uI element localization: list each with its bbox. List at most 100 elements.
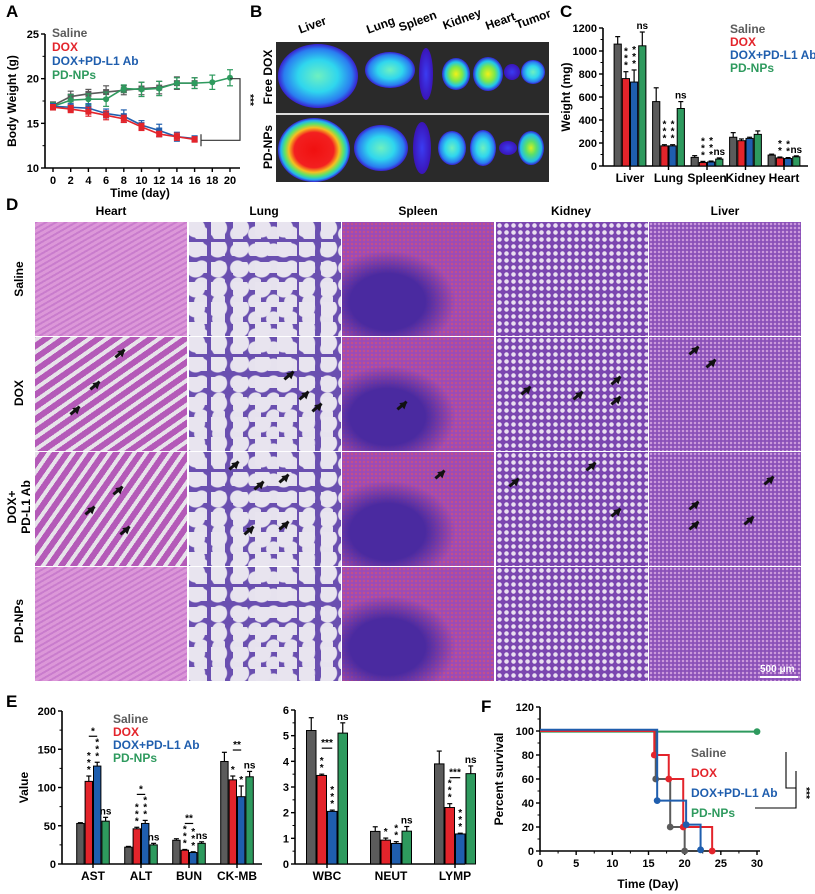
scale-bar-line [760, 676, 798, 678]
svg-text:*: * [624, 47, 628, 58]
svg-text:*: * [95, 737, 99, 748]
x-category-label: Liver [616, 171, 645, 185]
svg-text:ns: ns [790, 145, 802, 156]
histology-tile-kidney-row3 [495, 567, 648, 681]
x-category-label: AST [81, 869, 106, 883]
svg-text:*: * [662, 134, 666, 145]
svg-text:***: *** [244, 94, 255, 106]
svg-text:**: ** [233, 740, 241, 751]
bar [784, 158, 793, 167]
y-axis-label: Percent survival [492, 733, 506, 826]
bar [455, 833, 466, 865]
histology-grid [35, 222, 802, 682]
x-axis-label: Time (Day) [617, 877, 678, 891]
bar [745, 137, 754, 167]
y-tick-label: 0 [50, 859, 56, 871]
x-category-label: LYMP [439, 869, 471, 883]
bar [652, 101, 661, 167]
scale-bar: 500 μm [760, 664, 798, 678]
bar [84, 780, 93, 865]
legend-item: PD-NPs [730, 61, 774, 75]
svg-text:*: * [87, 758, 91, 769]
bar [660, 145, 669, 167]
x-tick-label: 0 [50, 175, 56, 187]
y-axis-label: Value [17, 772, 31, 804]
bar [630, 81, 639, 167]
svg-text:*: * [671, 134, 675, 145]
bar [621, 78, 630, 167]
svg-text:*: * [448, 779, 452, 790]
ivis-row-divider [276, 113, 549, 115]
svg-text:*: * [239, 775, 243, 786]
bar [707, 161, 716, 167]
y-tick-label: 50 [44, 821, 56, 833]
x-tick-label: 12 [153, 175, 165, 187]
x-category-label: BUN [176, 869, 202, 883]
y-tick-label: 2 [283, 808, 289, 820]
bar [690, 156, 699, 167]
svg-text:*: * [183, 838, 187, 849]
panel-letter-a: A [6, 2, 19, 21]
legend-item: Saline [691, 746, 727, 760]
histo-row-dox-pdl1-line2: PD-L1 Ab [19, 480, 33, 534]
y-tick-label: 100 [38, 783, 56, 795]
x-tick-label: 20 [679, 858, 691, 870]
bar [76, 822, 85, 865]
y-tick-label: 100 [516, 726, 534, 738]
x-category-label: ALT [130, 869, 153, 883]
histology-tile-kidney-row0 [495, 222, 648, 336]
legend-item: DOX [691, 766, 717, 780]
histology-tile-spleen-row3 [342, 567, 494, 681]
histo-row-saline: Saline [12, 261, 26, 297]
y-tick-label: 120 [516, 702, 534, 714]
legend-item: Saline [730, 22, 766, 36]
bar [327, 810, 338, 865]
svg-text:*: * [91, 726, 95, 737]
y-tick-label: 1200 [573, 23, 597, 35]
svg-text:*: * [448, 793, 452, 804]
svg-text:*: * [320, 756, 324, 767]
svg-text:*: * [394, 831, 398, 842]
histo-col-spleen: Spleen [398, 204, 438, 218]
histology-tile-liver-row2 [649, 452, 801, 566]
svg-text:*: * [632, 52, 636, 63]
svg-text:*: * [671, 120, 675, 131]
svg-text:*: * [701, 143, 705, 154]
svg-text:*: * [458, 815, 462, 826]
bar [132, 828, 142, 865]
y-tick-label: 40 [522, 798, 534, 810]
histology-tile-spleen-row0 [342, 222, 494, 336]
y-tick-label: 80 [522, 750, 534, 762]
histology-tile-lung-row3 [188, 567, 341, 681]
svg-text:ns: ns [713, 147, 725, 158]
bar [444, 807, 455, 865]
histology-tile-spleen-row1 [342, 337, 494, 451]
svg-text:*: * [701, 136, 705, 147]
svg-text:*: * [394, 824, 398, 835]
svg-text:*: * [135, 809, 139, 820]
histology-tile-spleen-row2 [342, 452, 494, 566]
bar [465, 773, 476, 865]
bar [434, 763, 445, 865]
svg-text:*: * [87, 751, 91, 762]
x-tick-label: 30 [751, 858, 763, 870]
svg-text:*: * [143, 802, 147, 813]
bar [676, 108, 685, 167]
bar [141, 822, 150, 865]
y-tick-label: 1000 [573, 46, 597, 58]
svg-text:*: * [662, 120, 666, 131]
svg-text:ns: ns [465, 755, 477, 766]
legend-item: PD-NPs [113, 751, 157, 765]
y-tick-label: 400 [579, 115, 597, 127]
x-category-label: Kidney [725, 171, 765, 185]
legend-item: DOX+PD-L1 Ab [113, 738, 200, 752]
legend-item: DOX [730, 35, 756, 49]
x-category-label: CK-MB [217, 869, 257, 883]
x-category-label: NEUT [375, 869, 408, 883]
x-tick-label: 25 [715, 858, 727, 870]
bar [149, 844, 158, 865]
x-category-label: WBC [313, 869, 342, 883]
svg-text:*: * [330, 785, 334, 796]
y-tick-label: 3 [283, 782, 289, 794]
